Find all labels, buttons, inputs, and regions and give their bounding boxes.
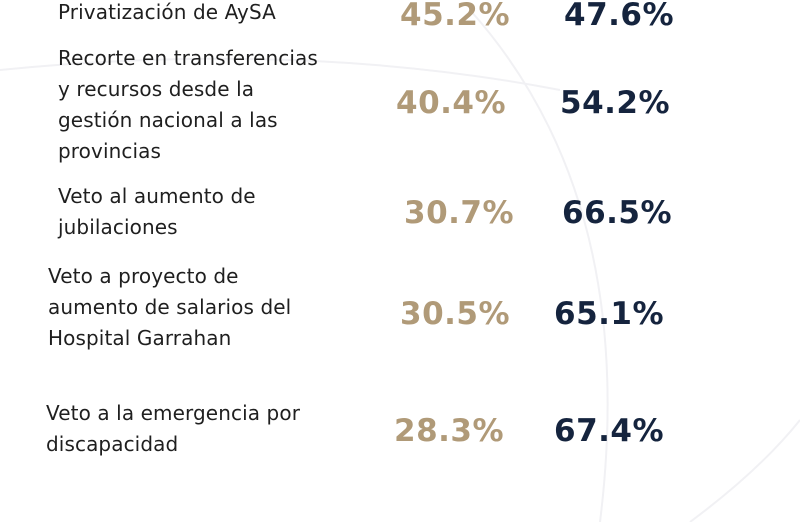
row-label-line: Veto a la emergencia por	[46, 401, 301, 425]
row-label-line: jubilaciones	[58, 215, 178, 239]
row-label: Veto a la emergencia por discapacidad	[46, 398, 300, 460]
row-label-line: Recorte en transferencias	[58, 46, 318, 70]
row-label-line: Veto al aumento de	[58, 184, 256, 208]
approve-value: 40.4%	[396, 85, 507, 121]
row-label: Veto al aumento de jubilaciones	[58, 181, 256, 243]
row-label-line: y recursos desde la	[58, 77, 255, 101]
approve-value: 30.5%	[400, 296, 511, 332]
disapprove-value: 47.6%	[564, 0, 675, 33]
disapprove-value: 65.1%	[554, 296, 665, 332]
approve-value: 30.7%	[404, 195, 515, 231]
row-label-line: Veto a proyecto de	[48, 264, 239, 288]
row-label-line: Privatización de AySA	[58, 0, 276, 24]
row-label-line: Hospital Garrahan	[48, 326, 232, 350]
disapprove-value: 54.2%	[560, 85, 671, 121]
approve-value: 45.2%	[400, 0, 511, 33]
row-label: Recorte en transferencias y recursos des…	[58, 43, 318, 167]
row-label-line: gestión nacional a las	[58, 108, 278, 132]
disapprove-value: 67.4%	[554, 413, 665, 449]
disapprove-value: 66.5%	[562, 195, 673, 231]
row-label-line: discapacidad	[46, 432, 179, 456]
row-label-line: aumento de salarios del	[48, 295, 292, 319]
row-label: Veto a proyecto de aumento de salarios d…	[48, 261, 291, 354]
approve-value: 28.3%	[394, 413, 505, 449]
row-label: Privatización de AySA	[58, 0, 276, 28]
row-label-line: provincias	[58, 139, 162, 163]
